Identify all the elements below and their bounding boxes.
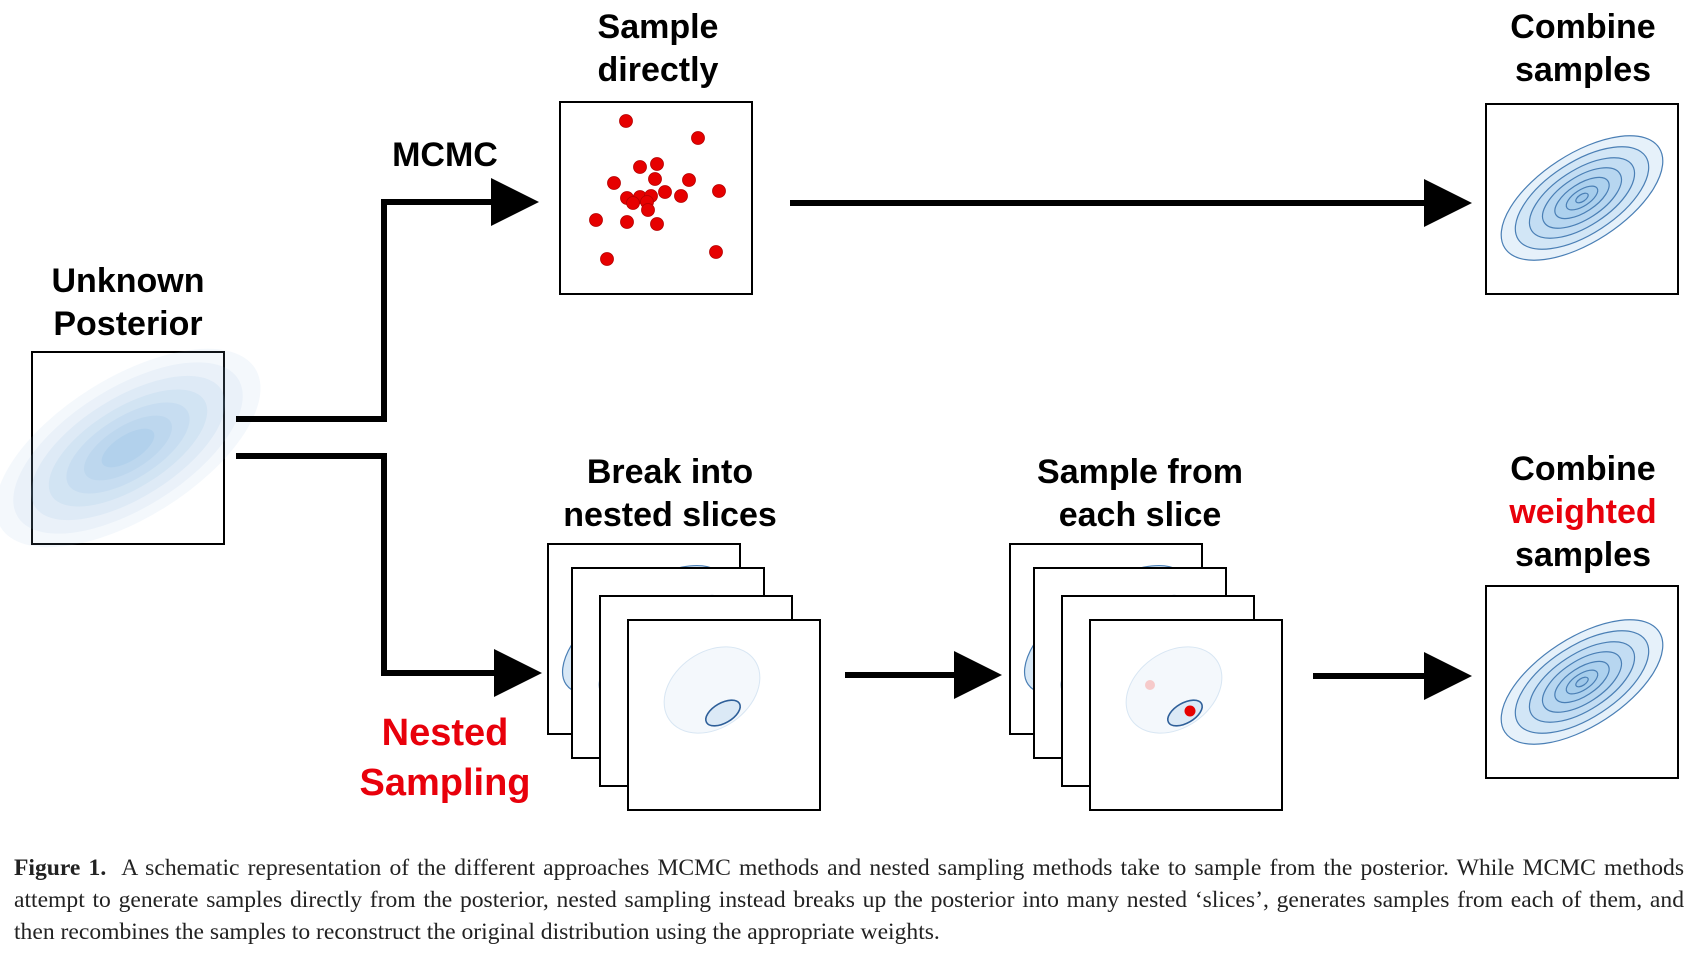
nested-sampling-label: Nested Sampling — [359, 712, 531, 804]
mcmc-sample-point — [633, 160, 647, 174]
slice-panel — [1089, 619, 1283, 811]
mcmc-sample-point — [589, 213, 603, 227]
nested-branch-arrow — [236, 453, 542, 697]
mcmc-sample-point — [620, 215, 634, 229]
mcmc-sample-point — [650, 217, 664, 231]
mcmc-sample-point — [674, 189, 688, 203]
sample-directly-label: Sample directly — [597, 8, 719, 89]
combine-weighted-label: Combine weighted samples — [1509, 450, 1657, 574]
mcmc-samples-panel — [559, 101, 753, 295]
mcmc-sample-point — [626, 196, 640, 210]
mcmc-sample-point — [607, 176, 621, 190]
mcmc-sample-point — [650, 157, 664, 171]
mcmc-sample-point — [648, 172, 662, 186]
combine-samples-label: Combine samples — [1510, 8, 1656, 89]
combined-samples-panel — [1485, 103, 1679, 295]
figure-caption: Figure 1. A schematic representation of … — [14, 852, 1684, 948]
mcmc-branch-arrow — [236, 178, 539, 422]
break-into-slices-label: Break into nested slices — [563, 453, 777, 534]
mcmc-sample-point — [712, 184, 726, 198]
mcmc-sample-point — [658, 185, 672, 199]
caption-prefix: Figure 1. — [14, 855, 107, 881]
mcmc-sample-point — [600, 252, 614, 266]
slice-panel — [627, 619, 821, 811]
unknown-posterior-label: Unknown Posterior — [51, 262, 205, 343]
weighted-samples-panel — [1485, 585, 1679, 779]
mcmc-sample-point — [709, 245, 723, 259]
unknown-posterior-panel — [0, 348, 261, 548]
sampled-slices-stack — [1009, 543, 1283, 811]
nested-slices-stack — [547, 543, 821, 811]
mcmc-label: MCMC — [392, 136, 498, 174]
mcmc-sample-point — [682, 173, 696, 187]
mcmc-sample-points — [589, 114, 726, 266]
mcmc-sample-point — [691, 131, 705, 145]
mcmc-sample-point — [619, 114, 633, 128]
caption-text: A schematic representation of the differ… — [14, 855, 1685, 945]
sample-from-slice-label: Sample from each slice — [1037, 453, 1243, 534]
mcmc-sample-point — [641, 203, 655, 217]
